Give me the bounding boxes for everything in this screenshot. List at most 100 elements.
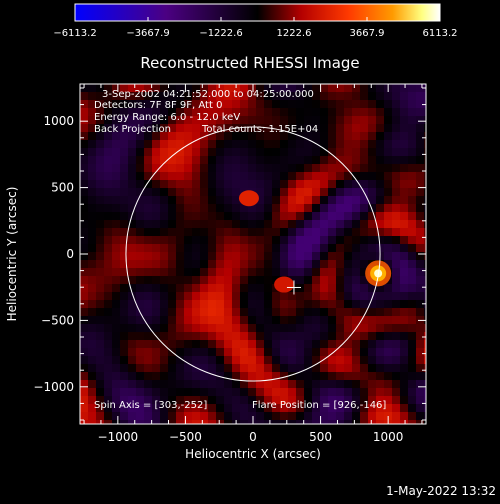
heatmap-cell	[400, 252, 408, 260]
heatmap-cell	[104, 380, 112, 388]
heatmap-cell	[128, 404, 136, 412]
heatmap-cell	[144, 244, 152, 252]
heatmap-cell	[272, 372, 280, 380]
heatmap-cell	[328, 380, 336, 388]
heatmap-cell	[384, 188, 392, 196]
heatmap-cell	[264, 156, 272, 164]
heatmap-cell	[168, 364, 176, 372]
heatmap-cell	[104, 388, 112, 396]
heatmap-cell	[88, 124, 96, 132]
heatmap-cell	[360, 340, 368, 348]
heatmap-cell	[120, 164, 128, 172]
heatmap-cell	[168, 124, 176, 132]
heatmap-cell	[360, 292, 368, 300]
heatmap-cell	[344, 84, 352, 92]
heatmap-cell	[168, 284, 176, 292]
heatmap-cell	[240, 220, 248, 228]
heatmap-cell	[408, 196, 416, 204]
heatmap-cell	[368, 340, 376, 348]
heatmap-cell	[224, 268, 232, 276]
heatmap-cell	[168, 380, 176, 388]
heatmap-cell	[112, 108, 120, 116]
heatmap-cell	[304, 268, 312, 276]
heatmap-cell	[392, 204, 400, 212]
heatmap-cell	[376, 196, 384, 204]
heatmap-cell	[80, 164, 88, 172]
heatmap-cell	[280, 316, 288, 324]
heatmap-cell	[384, 380, 392, 388]
heatmap-cell	[112, 116, 120, 124]
heatmap-cell	[288, 156, 296, 164]
heatmap-cell	[384, 196, 392, 204]
heatmap-cell	[160, 180, 168, 188]
heatmap-cell	[112, 124, 120, 132]
heatmap-cell	[152, 308, 160, 316]
heatmap-cell	[112, 132, 120, 140]
heatmap-cell	[136, 164, 144, 172]
heatmap-cell	[208, 364, 216, 372]
heatmap-cell	[88, 276, 96, 284]
heatmap-cell	[336, 100, 344, 108]
heatmap-cell	[144, 300, 152, 308]
heatmap-cell	[416, 148, 424, 156]
heatmap-cell	[240, 244, 248, 252]
heatmap-cell	[384, 396, 392, 404]
heatmap-cell	[216, 308, 224, 316]
heatmap-cell	[120, 84, 128, 92]
heatmap-cell	[296, 332, 304, 340]
heatmap-cell	[320, 180, 328, 188]
heatmap-cell	[392, 164, 400, 172]
heatmap-cell	[392, 156, 400, 164]
heatmap-cell	[104, 372, 112, 380]
heatmap-cell	[416, 228, 424, 236]
heatmap-cell	[376, 116, 384, 124]
heatmap-cell	[264, 292, 272, 300]
heatmap-cell	[408, 100, 416, 108]
heatmap-cell	[320, 228, 328, 236]
heatmap-cell	[88, 332, 96, 340]
heatmap-cell	[120, 404, 128, 412]
heatmap-cell	[112, 300, 120, 308]
heatmap-cell	[416, 116, 424, 124]
heatmap-cell	[200, 404, 208, 412]
heatmap-cell	[392, 188, 400, 196]
heatmap-cell	[392, 252, 400, 260]
heatmap-cell	[264, 116, 272, 124]
heatmap-cell	[320, 108, 328, 116]
heatmap-cell	[304, 124, 312, 132]
heatmap-cell	[88, 220, 96, 228]
heatmap-cell	[120, 356, 128, 364]
heatmap-cell	[424, 348, 426, 356]
heatmap-cell	[136, 212, 144, 220]
heatmap-cell	[384, 140, 392, 148]
heatmap-cell	[176, 196, 184, 204]
heatmap-cell	[304, 244, 312, 252]
heatmap-cell	[136, 116, 144, 124]
heatmap-cell	[408, 116, 416, 124]
heatmap-cell	[408, 124, 416, 132]
heatmap-cell	[80, 156, 88, 164]
heatmap-cell	[296, 116, 304, 124]
heatmap-cell	[200, 180, 208, 188]
heatmap-cell	[328, 324, 336, 332]
heatmap-cell	[384, 300, 392, 308]
heatmap-cell	[256, 228, 264, 236]
heatmap-cell	[136, 292, 144, 300]
heatmap-cell	[424, 252, 426, 260]
heatmap-cell	[336, 412, 344, 420]
heatmap-cell	[392, 236, 400, 244]
heatmap-cell	[144, 252, 152, 260]
heatmap-cell	[192, 340, 200, 348]
heatmap-cell	[376, 316, 384, 324]
heatmap-cell	[80, 292, 88, 300]
heatmap-cell	[336, 308, 344, 316]
heatmap-cell	[400, 140, 408, 148]
heatmap-cell	[264, 172, 272, 180]
heatmap-cell	[400, 308, 408, 316]
heatmap-cell	[312, 156, 320, 164]
heatmap-cell	[256, 108, 264, 116]
heatmap-cell	[328, 276, 336, 284]
heatmap-cell	[288, 300, 296, 308]
energy-range-text: Energy Range: 6.0 - 12.0 keV	[94, 112, 240, 123]
heatmap-cell	[376, 228, 384, 236]
